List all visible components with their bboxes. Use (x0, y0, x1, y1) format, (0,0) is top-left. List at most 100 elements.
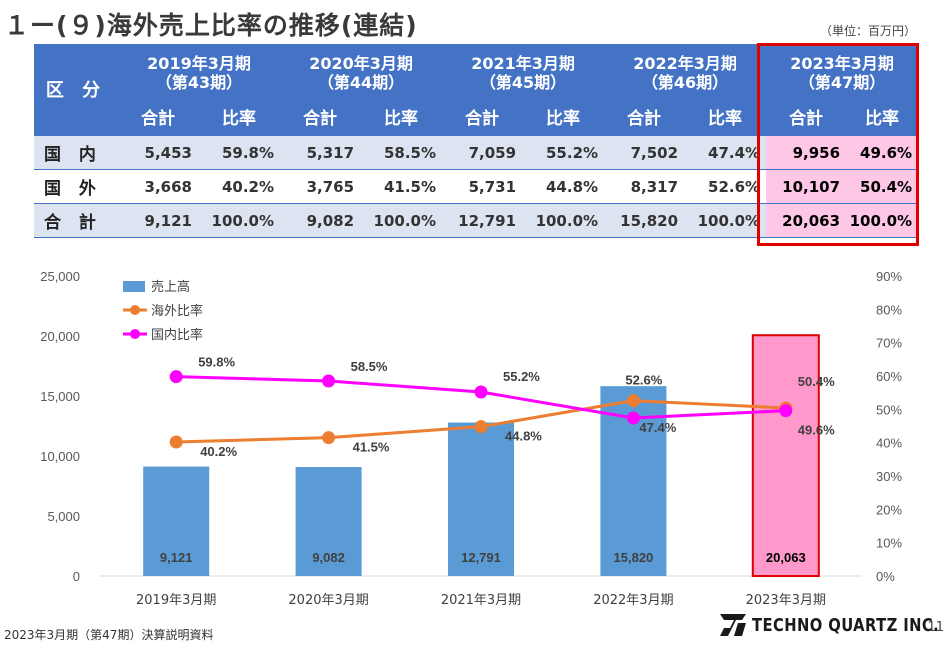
legend-label: 国内比率 (151, 327, 203, 343)
bar-data-label: 9,082 (312, 550, 345, 565)
table-header-periods: 区 分 2019年3月期 （第43期） 2020年3月期 （第44期） 2021年3… (34, 44, 919, 136)
point-overseas-ratio (169, 435, 183, 449)
y-right-tick-label: 80% (876, 302, 902, 317)
y-right-tick-label: 70% (876, 336, 902, 351)
subheader-total: 合計 (442, 102, 523, 136)
page-title: １ー(９)海外売上比率の推移(連結) (4, 11, 418, 40)
bar-sales (751, 334, 820, 577)
line-data-label: 52.6% (625, 373, 662, 388)
table-cell: 55.2% (522, 136, 605, 170)
table-cell-highlight: 49.6% (846, 136, 919, 170)
table-cell-highlight: 10,107 (766, 169, 847, 204)
subheader-total: 合計 (766, 102, 847, 136)
period-header: 2021年3月期 （第45期） (442, 44, 605, 102)
point-domestic-ratio (474, 385, 488, 399)
y-right-tick-label: 20% (876, 502, 902, 517)
subheader-ratio: 比率 (846, 102, 919, 136)
table-cell: 12,791 (442, 203, 523, 238)
bar-data-label: 12,791 (461, 550, 501, 565)
table-cell: 100.0% (198, 203, 281, 238)
table-cell: 5,317 (280, 136, 361, 170)
row-label: 合 計 (34, 203, 118, 238)
y-left-tick-label: 15,000 (40, 389, 80, 404)
legend-swatch-sales (123, 281, 145, 292)
bar-data-label: 15,820 (614, 550, 654, 565)
x-tick-label: 2022年3月期 (593, 593, 673, 608)
subheader-ratio: 比率 (684, 102, 767, 136)
subheader-ratio: 比率 (360, 102, 443, 136)
table-cell: 44.8% (522, 169, 605, 204)
table-cell: 3,765 (280, 169, 361, 204)
table-row-total: 合 計 9,121 100.0% 9,082 100.0% 12,791 100… (34, 203, 919, 238)
table-row-domestic: 国 内 5,453 59.8% 5,317 58.5% 7,059 55.2% … (34, 136, 919, 170)
table-header-subcolumns: 合計 比率 合計 比率 合計 比率 合計 比率 合計 比率 (34, 102, 919, 136)
legend-swatch-marker (130, 329, 140, 339)
y-left-tick-label: 20,000 (40, 329, 80, 344)
line-data-label: 47.4% (639, 420, 676, 435)
table-cell: 7,059 (442, 136, 523, 170)
bar-data-label: 20,063 (766, 550, 806, 565)
y-left-tick-label: 0 (73, 569, 80, 584)
period-header: 2022年3月期 （第46期） (604, 44, 767, 102)
unit-label: （単位：百万円） (819, 24, 916, 38)
subheader-total: 合計 (118, 102, 198, 136)
line-data-label: 58.5% (351, 359, 388, 374)
footer-text: 2023年3月期（第47期）決算説明資料 (4, 628, 214, 642)
page-number: 11 (927, 620, 944, 635)
period-header: 2019年3月期 （第43期） (118, 44, 281, 102)
table-cell: 52.6% (684, 169, 767, 204)
table-cell: 58.5% (360, 136, 443, 170)
y-right-tick-label: 0% (876, 569, 895, 584)
row-label: 国 内 (34, 136, 118, 170)
table-corner-label: 区 分 (34, 44, 118, 136)
line-data-label: 55.2% (503, 369, 540, 384)
point-domestic-ratio (626, 411, 640, 425)
table-cell: 15,820 (604, 203, 685, 238)
table-cell-highlight: 9,956 (766, 136, 847, 170)
table-cell-highlight: 20,063 (766, 203, 847, 238)
table-cell: 100.0% (522, 203, 605, 238)
table-cell: 47.4% (684, 136, 767, 170)
table-cell: 3,668 (118, 169, 198, 204)
y-right-tick-label: 90% (876, 269, 902, 284)
y-right-tick-label: 10% (876, 536, 902, 551)
y-left-tick-label: 25,000 (40, 269, 80, 284)
subheader-total: 合計 (280, 102, 361, 136)
legend-label: 売上高 (151, 279, 190, 295)
x-tick-label: 2019年3月期 (136, 593, 216, 608)
table-cell: 9,082 (280, 203, 361, 238)
point-overseas-ratio (626, 394, 640, 408)
y-right-tick-label: 50% (876, 402, 902, 417)
y-right-tick-label: 40% (876, 436, 902, 451)
bar-sales (295, 467, 362, 576)
line-data-label: 40.2% (200, 444, 237, 459)
table-cell: 5,453 (118, 136, 198, 170)
bar-data-label: 9,121 (160, 550, 193, 565)
bar-sales (448, 422, 514, 576)
table-cell-highlight: 50.4% (846, 169, 919, 204)
table-cell: 9,121 (118, 203, 198, 238)
legend-label: 海外比率 (151, 303, 203, 319)
point-overseas-ratio (474, 420, 488, 434)
subheader-total: 合計 (604, 102, 685, 136)
y-left-tick-label: 5,000 (47, 509, 80, 524)
table-cell: 40.2% (198, 169, 281, 204)
period-header: 2020年3月期 （第44期） (280, 44, 443, 102)
line-data-label: 44.8% (505, 429, 542, 444)
y-left-tick-label: 10,000 (40, 449, 80, 464)
bar-sales (143, 466, 210, 576)
legend-swatch-marker (130, 305, 140, 315)
sales-ratio-table: 区 分 2019年3月期 （第43期） 2020年3月期 （第44期） 2021年3… (34, 44, 919, 238)
subheader-ratio: 比率 (198, 102, 281, 136)
point-domestic-ratio (322, 374, 336, 388)
sales-ratio-chart: 0 5,000 10,000 15,000 20,000 25,000 0% 10% 20% 30… (40, 269, 902, 608)
subheader-ratio: 比率 (522, 102, 605, 136)
table-cell: 100.0% (684, 203, 767, 238)
x-tick-label: 2023年3月期 (746, 593, 826, 608)
table-cell: 100.0% (360, 203, 443, 238)
table-cell-highlight: 100.0% (846, 203, 919, 238)
table-cell: 41.5% (360, 169, 443, 204)
point-domestic-ratio (169, 370, 183, 384)
y-right-tick-label: 30% (876, 469, 902, 484)
x-tick-label: 2020年3月期 (288, 593, 368, 608)
